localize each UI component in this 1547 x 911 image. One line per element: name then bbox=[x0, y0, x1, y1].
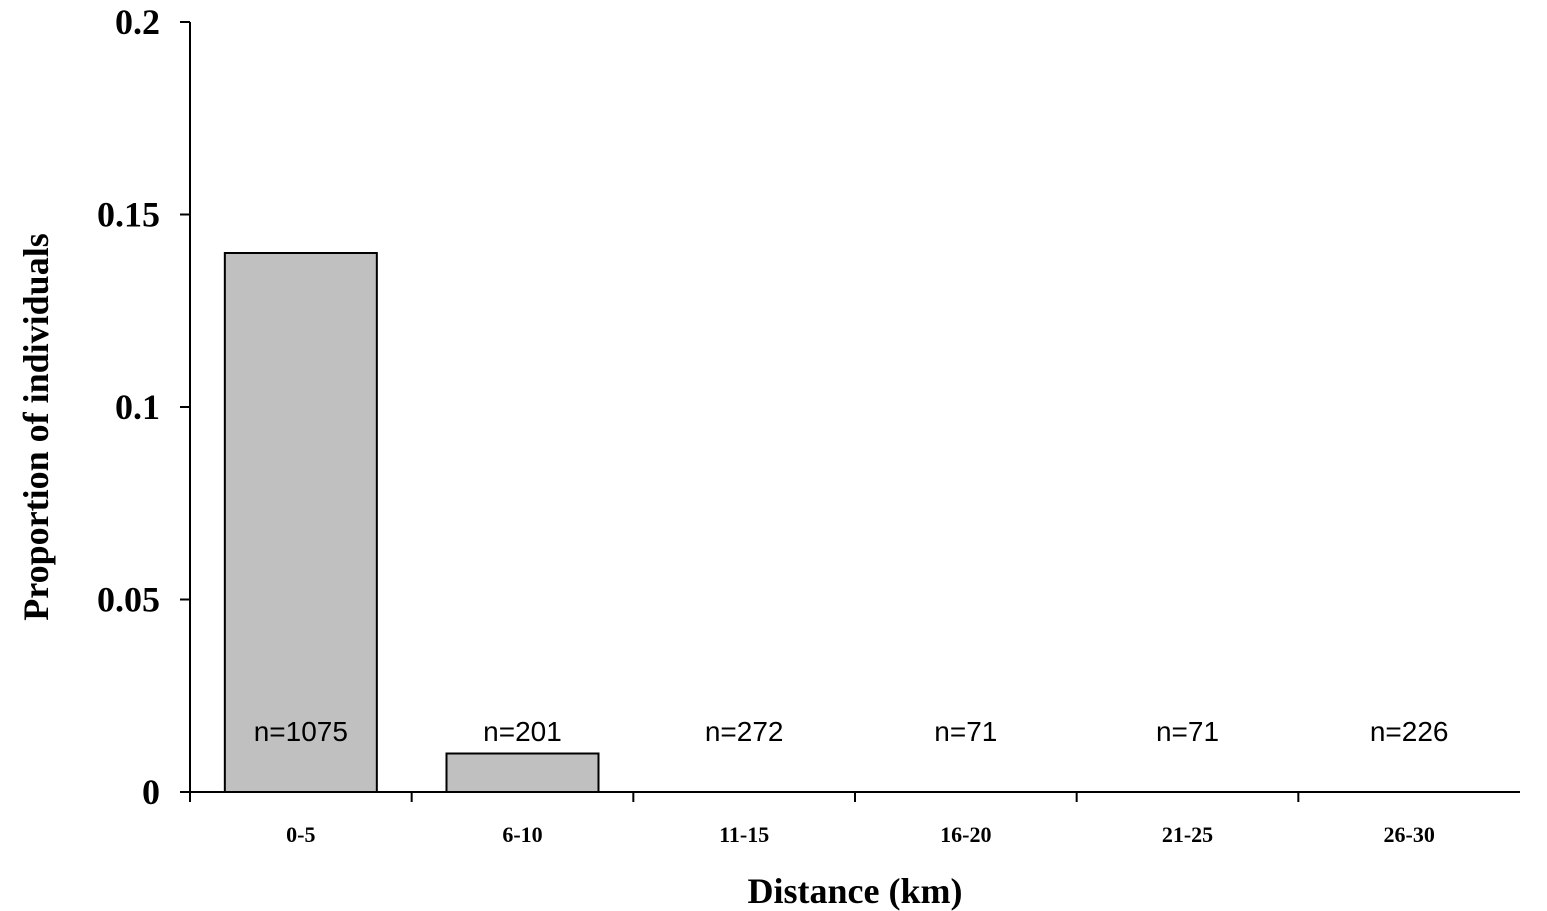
x-axis-title: Distance (km) bbox=[748, 871, 963, 911]
bar-annotations-group: n=1075 n=201 n=272 n=71 n=71 n=226 bbox=[254, 716, 1449, 747]
x-tick-label: 16-20 bbox=[940, 822, 991, 847]
bar-annotation: n=1075 bbox=[254, 716, 348, 747]
bar-annotation: n=71 bbox=[1156, 716, 1219, 747]
x-tick-label: 21-25 bbox=[1162, 822, 1213, 847]
y-tick-label: 0 bbox=[142, 772, 160, 812]
x-tick-label: 6-10 bbox=[502, 822, 542, 847]
x-tick-label: 11-15 bbox=[719, 822, 769, 847]
y-tick-label: 0.15 bbox=[97, 195, 160, 235]
y-axis-title: Proportion of individuals bbox=[16, 233, 56, 620]
y-tick-label: 0.2 bbox=[115, 2, 160, 42]
bar-annotation: n=201 bbox=[483, 716, 562, 747]
bar-annotation: n=226 bbox=[1370, 716, 1449, 747]
bar-6-10 bbox=[445, 752, 600, 793]
bars-group bbox=[223, 252, 600, 793]
y-ticks-group: 0 0.05 0.1 0.15 0.2 bbox=[97, 2, 190, 812]
x-ticks-group: 0-5 6-10 11-15 16-20 21-25 26-30 bbox=[189, 792, 1435, 847]
bar-annotation: n=71 bbox=[934, 716, 997, 747]
bar-0-5 bbox=[223, 252, 378, 793]
x-tick-label: 0-5 bbox=[286, 822, 315, 847]
y-tick-label: 0.1 bbox=[115, 387, 160, 427]
y-tick-label: 0.05 bbox=[97, 580, 160, 620]
bar-annotation: n=272 bbox=[705, 716, 784, 747]
x-tick-label: 26-30 bbox=[1384, 822, 1435, 847]
